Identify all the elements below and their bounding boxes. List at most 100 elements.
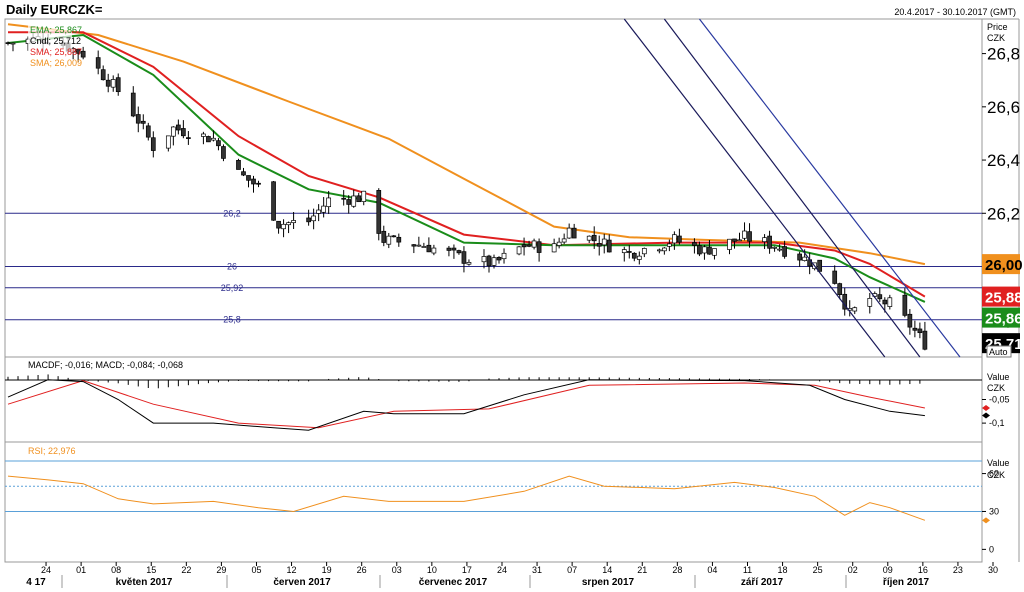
candle-body bbox=[481, 256, 487, 263]
candle-body bbox=[145, 125, 151, 138]
legend-item: SMA; 26,009 bbox=[30, 58, 82, 68]
candle-body bbox=[772, 246, 777, 249]
candle-body bbox=[631, 252, 637, 259]
x-day-label: 22 bbox=[181, 565, 191, 575]
candle-body bbox=[446, 247, 452, 251]
candle-body bbox=[747, 231, 752, 242]
x-day-label: 21 bbox=[637, 565, 647, 575]
candle-body bbox=[606, 239, 612, 253]
candle-body bbox=[341, 197, 347, 200]
x-day-label: 17 bbox=[462, 565, 472, 575]
candle-body bbox=[561, 238, 567, 243]
legend-item: SMA; 25,887 bbox=[30, 47, 82, 57]
candle-body bbox=[466, 262, 472, 265]
candle-body bbox=[501, 252, 507, 260]
candle-body bbox=[496, 256, 502, 261]
candle-body bbox=[276, 220, 281, 229]
candle-body bbox=[456, 250, 462, 254]
candle-body bbox=[917, 328, 923, 334]
rsi-panel-frame bbox=[4, 441, 983, 563]
candle-body bbox=[356, 195, 362, 203]
candle-body bbox=[206, 136, 211, 143]
channel-lines-layer bbox=[623, 18, 961, 358]
candle-body bbox=[321, 205, 327, 213]
candle-body bbox=[877, 294, 883, 300]
candle-body bbox=[100, 69, 106, 81]
macd-marker bbox=[982, 412, 990, 419]
macd-signal-line bbox=[7, 380, 925, 429]
candle-body bbox=[381, 230, 387, 243]
x-day-label: 11 bbox=[743, 565, 752, 575]
rsi-tick-label: 60 bbox=[989, 469, 999, 479]
x-month-label: květen 2017 bbox=[116, 577, 173, 588]
legend-item: EMA; 25,867 bbox=[30, 25, 82, 35]
candle-body bbox=[351, 195, 357, 207]
candle-body bbox=[95, 57, 101, 69]
price-tag-bg bbox=[982, 254, 1020, 275]
candle-body bbox=[306, 217, 311, 223]
candle-body bbox=[707, 246, 712, 255]
candle-body bbox=[697, 245, 702, 255]
price-tick-label: 26,2 bbox=[987, 204, 1020, 223]
price-tick-label: 26,6 bbox=[987, 98, 1020, 117]
candle-body bbox=[536, 241, 542, 253]
auto-scale-button[interactable] bbox=[986, 345, 1012, 358]
x-day-label: 01 bbox=[76, 565, 86, 575]
candle-body bbox=[777, 248, 782, 251]
ma-line bbox=[7, 23, 926, 266]
candle-body bbox=[110, 79, 116, 88]
price-axis-title: Price bbox=[987, 22, 1008, 32]
candle-body bbox=[216, 140, 221, 147]
x-day-label: 04 bbox=[707, 565, 717, 575]
candle-body bbox=[556, 241, 562, 246]
candle-body bbox=[571, 227, 577, 239]
candle-body bbox=[656, 249, 662, 252]
x-day-label: 12 bbox=[287, 565, 297, 575]
candle-body bbox=[326, 197, 332, 208]
x-day-label: 14 bbox=[602, 565, 612, 575]
candle-body bbox=[316, 209, 321, 214]
x-month-label: srpen 2017 bbox=[582, 577, 635, 588]
x-month-label: září 2017 bbox=[741, 577, 784, 588]
price-tick-label: 26,4 bbox=[987, 151, 1020, 170]
price-tag-bg bbox=[982, 307, 1020, 328]
candle-body bbox=[902, 294, 908, 316]
candle-body bbox=[346, 199, 352, 205]
candle-body bbox=[832, 270, 838, 284]
candle-body bbox=[782, 246, 787, 257]
candle-body bbox=[386, 235, 392, 245]
candle-body bbox=[281, 223, 286, 230]
price-tag: 26,00 bbox=[982, 254, 1023, 274]
candle-body bbox=[291, 220, 296, 224]
price-tag-label: 26,00 bbox=[985, 257, 1023, 274]
candle-body bbox=[641, 248, 647, 255]
x-day-label: 29 bbox=[216, 565, 226, 575]
legend-item: Cndl; 25,712 bbox=[30, 36, 81, 46]
candle-body bbox=[165, 135, 171, 149]
x-month-label: říjen 2017 bbox=[883, 577, 930, 588]
candle-body bbox=[391, 235, 397, 238]
candle-body bbox=[170, 126, 176, 137]
price-tag: 25,86 bbox=[982, 307, 1023, 328]
x-day-label: 24 bbox=[497, 565, 507, 575]
candle-body bbox=[907, 313, 913, 328]
candle-body bbox=[5, 42, 11, 44]
candle-body bbox=[486, 255, 492, 267]
candle-body bbox=[256, 182, 261, 185]
candle-body bbox=[150, 137, 156, 151]
candle-body bbox=[531, 240, 537, 248]
rsi-tick-label: 30 bbox=[989, 506, 999, 516]
x-month-label: červen 2017 bbox=[273, 577, 331, 588]
x-day-label: 08 bbox=[111, 565, 121, 575]
x-day-label: 16 bbox=[918, 565, 928, 575]
candle-body bbox=[551, 243, 557, 253]
x-day-label: 18 bbox=[778, 565, 788, 575]
macd-axis-unit: CZK bbox=[987, 383, 1005, 393]
candle-body bbox=[601, 238, 607, 246]
candle-body bbox=[271, 181, 276, 221]
x-day-label: 03 bbox=[392, 565, 402, 575]
candle-body bbox=[176, 124, 181, 131]
candles-layer bbox=[5, 30, 928, 351]
price-series-layer bbox=[7, 23, 926, 303]
